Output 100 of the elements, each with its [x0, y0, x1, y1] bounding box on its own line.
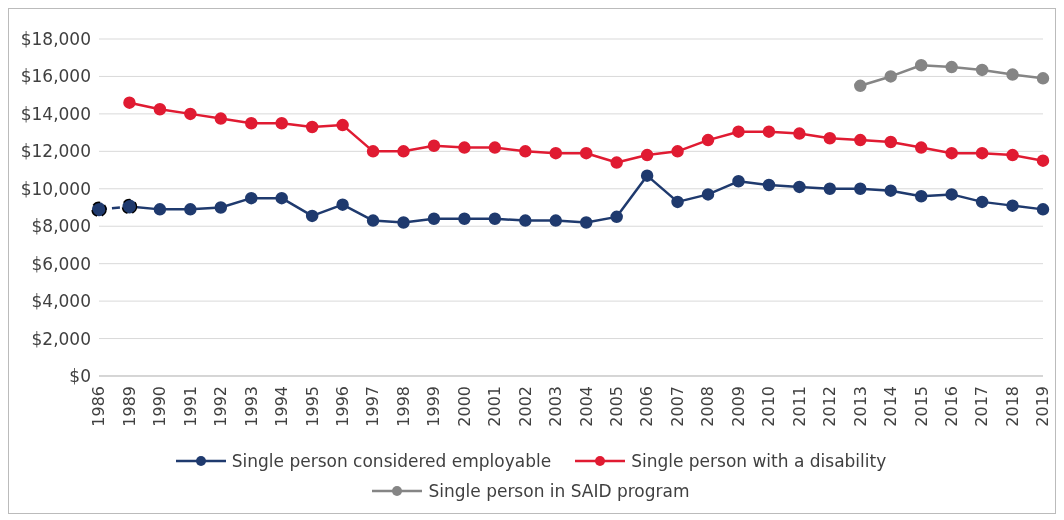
point	[975, 195, 989, 209]
point	[275, 191, 288, 205]
point	[366, 214, 380, 227]
point	[305, 120, 319, 134]
point	[519, 145, 532, 158]
point	[305, 209, 319, 223]
point	[701, 188, 715, 201]
point	[1036, 203, 1050, 216]
point	[275, 117, 288, 130]
point	[640, 148, 654, 162]
legend-label: Single person considered employable	[230, 450, 552, 473]
point	[884, 70, 897, 83]
x-tick-label: 2010	[759, 386, 779, 427]
point	[914, 141, 928, 154]
point	[945, 60, 958, 74]
x-tick-label: 1999	[424, 386, 444, 427]
x-tick-label: 1996	[332, 386, 352, 427]
point	[153, 102, 167, 116]
x-tick-label: 1986	[89, 386, 109, 427]
x-tick-label: 2007	[667, 386, 687, 427]
x-tick-label: 1992	[211, 386, 231, 427]
x-tick-label: 1993	[241, 386, 261, 427]
point	[579, 216, 593, 229]
x-tick-label: 2013	[850, 386, 870, 427]
point	[579, 146, 593, 160]
point	[336, 118, 349, 132]
y-tick-label: $12,000	[20, 141, 91, 162]
x-tick-label: 2000	[454, 386, 474, 427]
y-tick-label: $0	[69, 366, 91, 387]
point	[245, 117, 258, 130]
y-tick-label: $18,000	[20, 29, 91, 50]
x-tick-label: 1989	[119, 386, 139, 427]
point	[184, 203, 197, 216]
x-tick-label: 2011	[789, 386, 809, 427]
x-tick-label: 2002	[515, 386, 535, 427]
point	[914, 58, 928, 72]
legend-label: Single person with a disability	[630, 450, 887, 473]
point	[1036, 154, 1050, 167]
x-tick-label: 2005	[607, 386, 627, 427]
x-tick-label: 2014	[881, 386, 901, 427]
point	[732, 175, 745, 188]
point	[397, 145, 410, 158]
point	[123, 96, 136, 109]
point	[549, 146, 563, 160]
x-tick-label: 1997	[363, 386, 383, 427]
point	[458, 141, 471, 154]
point	[488, 141, 502, 154]
point	[823, 182, 837, 196]
y-tick-label: $2,000	[31, 328, 91, 349]
point	[671, 195, 684, 209]
point	[762, 178, 776, 192]
x-tick-label: 2017	[972, 386, 992, 427]
point	[884, 184, 897, 197]
y-tick-label: $14,000	[20, 103, 91, 124]
x-tick-label: 2009	[728, 386, 748, 427]
point	[519, 214, 532, 227]
point	[427, 139, 441, 152]
x-tick-label: 1990	[150, 386, 170, 427]
point	[762, 125, 776, 138]
point	[854, 79, 867, 93]
point	[671, 145, 684, 158]
point	[610, 210, 623, 224]
point	[945, 146, 958, 160]
x-tick-label: 2016	[942, 386, 962, 427]
point	[732, 125, 745, 138]
x-tick-label: 2008	[698, 386, 718, 427]
point	[610, 156, 623, 169]
x-tick-label: 2015	[911, 386, 931, 427]
y-tick-label: $16,000	[20, 66, 91, 87]
x-tick-label: 1995	[302, 386, 322, 427]
point	[854, 182, 867, 196]
point	[153, 203, 167, 216]
x-tick-label: 2001	[485, 386, 505, 427]
point	[549, 214, 563, 227]
point	[91, 201, 107, 218]
point	[823, 131, 837, 145]
y-tick-label: $10,000	[20, 178, 91, 199]
point	[214, 201, 228, 214]
x-tick-label: 2003	[546, 386, 566, 427]
point	[427, 212, 441, 225]
point	[1006, 68, 1019, 81]
point	[1006, 199, 1019, 212]
x-tick-label: 2004	[576, 386, 596, 427]
point	[1036, 72, 1050, 85]
legend-label: Single person in SAID program	[427, 480, 690, 503]
point	[793, 180, 806, 194]
point	[397, 216, 410, 229]
y-tick-label: $6,000	[31, 253, 91, 274]
point	[793, 127, 806, 140]
point	[366, 145, 380, 158]
y-tick-label: $4,000	[31, 291, 91, 312]
point	[214, 112, 228, 125]
x-tick-label: 1991	[180, 386, 200, 427]
point	[458, 212, 471, 225]
point	[184, 107, 197, 121]
x-tick-label: 1994	[272, 386, 292, 427]
point	[945, 188, 958, 201]
x-tick-label: 2018	[1002, 386, 1022, 427]
y-tick-label: $8,000	[31, 216, 91, 237]
point	[245, 191, 258, 205]
